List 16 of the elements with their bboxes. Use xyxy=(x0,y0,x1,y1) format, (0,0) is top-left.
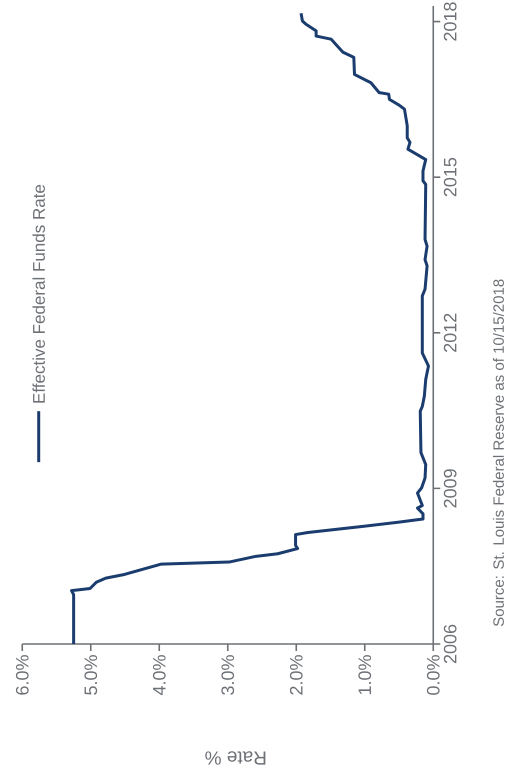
line-series xyxy=(70,12,430,646)
y-tick-label: 2009 xyxy=(444,469,457,508)
x-tick-label: 6.0% xyxy=(16,655,29,695)
x-tick-label: 4.0% xyxy=(153,655,166,696)
x-axis-title: Rate % xyxy=(205,751,266,765)
source-note: Source: St. Louis Federal Reserve as of 10/15/2018 xyxy=(493,280,504,626)
y-tick-label: 2012 xyxy=(444,314,457,352)
x-tick-label: 0.0% xyxy=(427,655,440,695)
y-tick-label: 2006 xyxy=(444,624,457,664)
x-tick-label: 2.0% xyxy=(290,655,303,695)
y-tick-label: 2015 xyxy=(444,158,457,196)
text: Effective Federal Funds Rate xyxy=(32,184,46,403)
y-tick-label: 2018 xyxy=(444,2,457,41)
x-tick-label: 1.0% xyxy=(358,655,372,694)
x-tick-label: 5.0% xyxy=(84,655,98,695)
x-tick-label: 3.0% xyxy=(222,655,234,695)
